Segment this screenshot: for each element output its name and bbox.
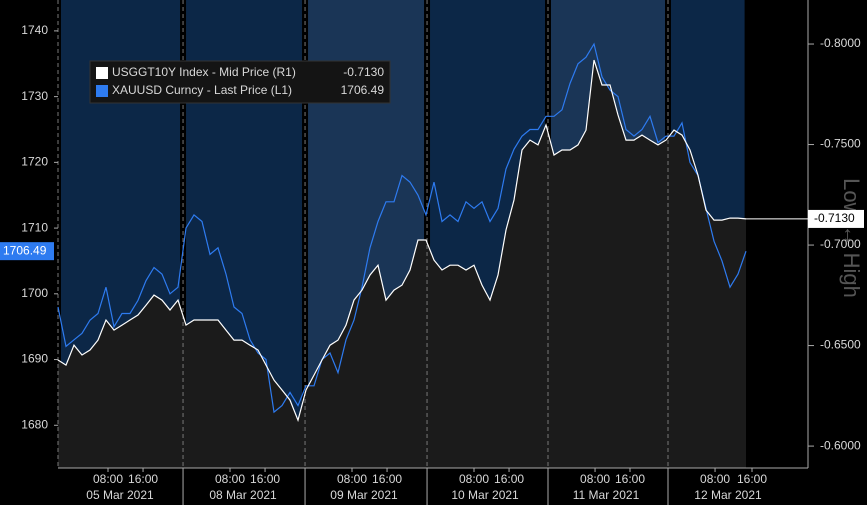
- date-label: 12 Mar 2021: [694, 488, 762, 502]
- y-tick-label: 1710: [21, 220, 48, 234]
- y-tick-label: 1730: [21, 89, 48, 103]
- legend-swatch: [96, 67, 108, 79]
- x-tick-label: 16:00: [250, 472, 280, 486]
- x-tick-label: 16:00: [372, 472, 402, 486]
- y-tick-label: 1720: [21, 155, 48, 169]
- y2-tick-label: -0.7500: [820, 137, 861, 151]
- series-area: [58, 60, 746, 468]
- last-price-tag: [0, 242, 54, 261]
- y2-tick-label: -0.6500: [820, 338, 861, 352]
- y-tick-label: 1680: [21, 417, 48, 431]
- last-price-tag: [808, 209, 864, 228]
- date-label: 08 Mar 2021: [209, 488, 277, 502]
- x-tick-label: 08:00: [459, 472, 489, 486]
- x-tick-label: 16:00: [615, 472, 645, 486]
- y2-axis-label: Low ↔ High: [839, 178, 864, 298]
- date-label: 10 Mar 2021: [451, 488, 519, 502]
- date-label: 09 Mar 2021: [330, 488, 398, 502]
- x-tick-label: 08:00: [337, 472, 367, 486]
- y-tick-label: 1740: [21, 23, 48, 37]
- x-tick-label: 16:00: [128, 472, 158, 486]
- x-tick-label: 08:00: [215, 472, 245, 486]
- x-tick-label: 08:00: [580, 472, 610, 486]
- date-label: 11 Mar 2021: [573, 488, 640, 502]
- legend-label: USGGT10Y Index - Mid Price (R1): [112, 65, 296, 79]
- legend-value: 1706.49: [341, 83, 385, 97]
- legend-box: [89, 60, 391, 104]
- last-price-tag-label: -0.7130: [814, 211, 855, 225]
- x-tick-label: 16:00: [737, 472, 767, 486]
- y2-tick-label: -0.8000: [820, 36, 861, 50]
- series-line: [57, 59, 747, 423]
- last-price-tag-label: 1706.49: [3, 243, 47, 257]
- date-label: 05 Mar 2021: [86, 488, 154, 502]
- y2-tick-label: -0.6000: [820, 438, 861, 452]
- y-tick-label: 1700: [21, 286, 48, 300]
- legend-swatch: [96, 85, 108, 97]
- y-tick-label: 1690: [21, 352, 48, 366]
- legend-value: -0.7130: [343, 65, 384, 79]
- x-tick-label: 08:00: [93, 472, 123, 486]
- x-tick-label: 08:00: [700, 472, 730, 486]
- y2-tick-label: -0.7000: [820, 237, 861, 251]
- legend-label: XAUUSD Curncy - Last Price (L1): [112, 83, 292, 97]
- series-line: [57, 42, 747, 414]
- x-tick-label: 16:00: [494, 472, 524, 486]
